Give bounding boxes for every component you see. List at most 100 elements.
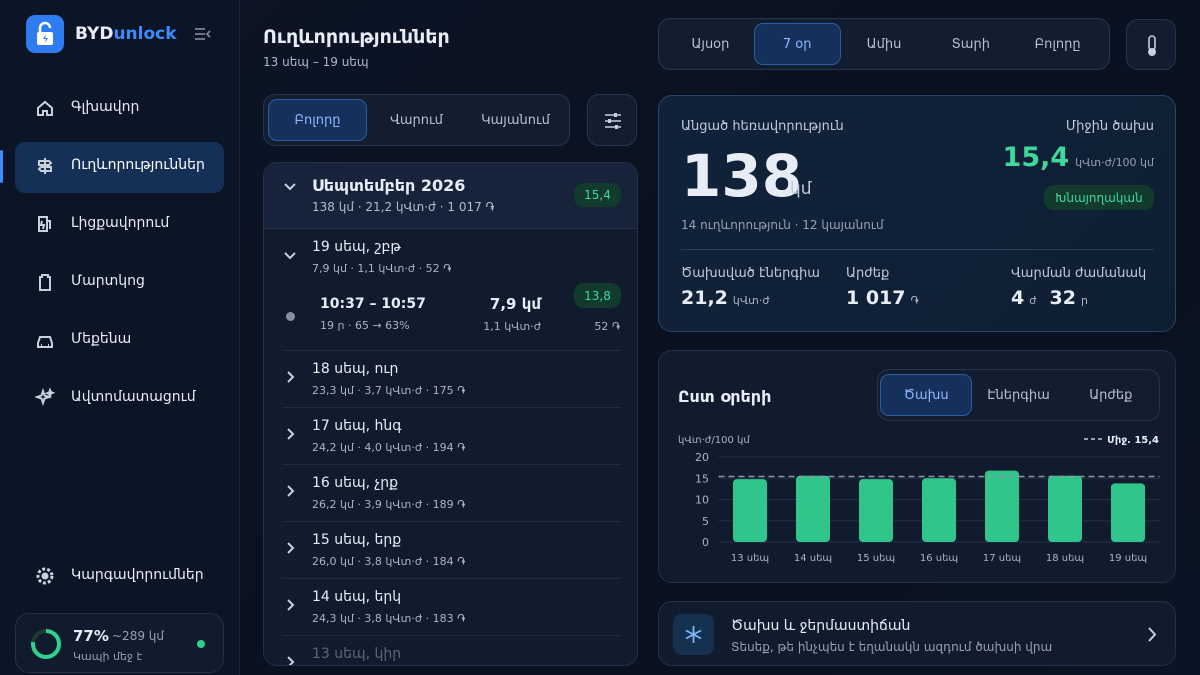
tab[interactable]: Այսօր [691, 36, 730, 52]
stat-number: 4 [1011, 287, 1025, 309]
tab[interactable]: Էներգիա [987, 387, 1050, 403]
summary-card: Անցած հեռավորություն 138 կմ 14 ուղևորութ… [658, 95, 1176, 332]
status-dot [197, 640, 205, 648]
avg-value: 15,4 [1002, 142, 1070, 173]
chevron [287, 485, 295, 497]
promo-title: Ծախս և ջերմաստիճան [731, 618, 911, 634]
tab[interactable]: Տարի [951, 36, 990, 52]
brand-accent: unlock [113, 24, 177, 44]
stat-value: 21,2 կՎտ·ժ [681, 287, 770, 309]
chart-title: Ըստ օրերի [678, 387, 772, 406]
settings-link[interactable]: Կարգավորումներ [71, 567, 204, 583]
tab[interactable]: Ծախս [880, 374, 973, 416]
connection-status: Կապի մեջ է [73, 650, 143, 663]
stat-value: 1 017 ֏ [846, 287, 919, 309]
stat-label: Վարման ժամանակ [1011, 266, 1147, 281]
stat-number: 21,2 [681, 287, 728, 309]
chevron [284, 183, 296, 191]
badge: 13,8 [574, 283, 621, 308]
tab[interactable]: 7 օր [753, 23, 841, 65]
divider [282, 521, 621, 522]
icon-shape [37, 100, 53, 116]
icon-shape [37, 158, 53, 174]
tab[interactable]: Բոլորը [1034, 36, 1081, 52]
trip-counts: 14 ուղևորություն · 12 կայանում [681, 218, 884, 232]
settings-icon [36, 567, 54, 585]
promo-card[interactable]: Ծախս և ջերմաստիճան Տեսեք, թե ինչպես է եղ… [658, 601, 1176, 666]
stat-label: Արժեք [846, 266, 890, 281]
icon-shape [284, 183, 296, 191]
icon-shape [35, 388, 55, 407]
icon-shape [287, 485, 295, 497]
snow-icon [685, 626, 702, 643]
day-label: 19 սեպ, շբթ [312, 239, 401, 255]
trip-energy: 1,1 կՎտ·ժ [483, 320, 541, 333]
stat-value: 4 ժ 32 ր [1011, 287, 1088, 309]
month-summary: 138 կմ · 21,2 կՎտ·ժ · 1 017 ֏ [312, 200, 495, 214]
tab[interactable]: Կայանում [481, 112, 550, 128]
nav-item[interactable]: Ավտոմատացում [71, 389, 196, 405]
sidebar: BYDunlock Գլխավոր Ուղևորություններ Լիցքավո… [0, 0, 240, 675]
chevron-right [1148, 627, 1157, 642]
nav-icon [35, 388, 55, 407]
divider [282, 407, 621, 408]
chart-tabs: Ծախս Էներգիա Արժեք [877, 369, 1160, 421]
thermometer-icon [1148, 35, 1156, 56]
nav-active-indicator [0, 150, 3, 183]
stat-unit: կՎտ·ժ [732, 294, 770, 307]
stat-unit: ժ [1029, 294, 1037, 307]
collapse-button[interactable] [194, 27, 212, 41]
avg-label: Միջին ծախս [1065, 119, 1154, 134]
icon-shape [287, 656, 295, 665]
nav-item[interactable]: Գլխավոր [71, 99, 140, 115]
trip-distance: 7,9 կմ [489, 295, 541, 313]
temperature-button[interactable] [1126, 19, 1176, 70]
bar [859, 479, 893, 542]
icon-shape [287, 599, 295, 611]
nav-icon [37, 336, 53, 348]
nav-item[interactable]: Մարտկոց [71, 273, 145, 289]
icon-shape [284, 252, 296, 260]
nav-icon [39, 274, 51, 291]
stat-unit: ր [1080, 294, 1088, 307]
sliders-icon [605, 113, 621, 129]
chevron [284, 252, 296, 260]
divider [282, 635, 621, 636]
trip-cost: 52 ֏ [594, 320, 620, 333]
bar [1111, 483, 1145, 542]
y-tick-label: 0 [702, 536, 709, 549]
filter-button[interactable] [587, 94, 637, 146]
avg-unit: կՎտ·ժ/100 կմ [1075, 156, 1154, 169]
nav-item[interactable]: Ուղևորություններ [71, 157, 205, 173]
bar [1048, 475, 1082, 542]
tab[interactable]: Բոլորը [268, 99, 367, 141]
nav-item[interactable]: Լիցքավորում [71, 215, 170, 231]
divider [282, 578, 621, 579]
y-axis-label: կՎտ·ժ/100 կմ [678, 435, 750, 446]
chart: կՎտ·ժ/100 կմ Միջ. 15,4 0 5 10 15 20 13 սեպ 14 սե… [678, 435, 1160, 564]
day-label: 17 սեպ, հնգ [312, 418, 402, 434]
icon-shape [287, 371, 295, 383]
chevron [287, 371, 295, 383]
day-summary: 26,0 կմ · 3,8 կՎտ·ժ · 184 ֏ [312, 555, 466, 568]
tab[interactable]: Վարում [390, 112, 443, 128]
tab[interactable]: Արժեք [1089, 387, 1133, 403]
month-title: Սեպտեմբեր 2026 [312, 176, 466, 195]
page-subtitle: 13 սեպ – 19 սեպ [263, 55, 369, 69]
divider [264, 228, 637, 229]
y-tick-label: 15 [695, 472, 709, 485]
nav-icon [37, 100, 53, 116]
day-label: 14 սեպ, երկ [312, 589, 402, 605]
chevron [287, 542, 295, 554]
icon-shape [37, 336, 53, 348]
stat-label: Ծախսված էներգիա [681, 266, 820, 281]
period-tabs: Այսօր 7 օր Ամիս Տարի Բոլորը [658, 18, 1110, 70]
nav-item[interactable]: Մեքենա [71, 331, 132, 347]
battery-ring [31, 629, 61, 659]
day-label: 18 սեպ, ուր [312, 361, 399, 377]
nav-icon [38, 216, 51, 232]
day-summary: 24,2 կմ · 4,0 կՎտ·ժ · 194 ֏ [312, 441, 466, 454]
tab[interactable]: Ամիս [866, 36, 902, 52]
trip-detail: 19 ր · 65 → 63% [320, 319, 410, 332]
